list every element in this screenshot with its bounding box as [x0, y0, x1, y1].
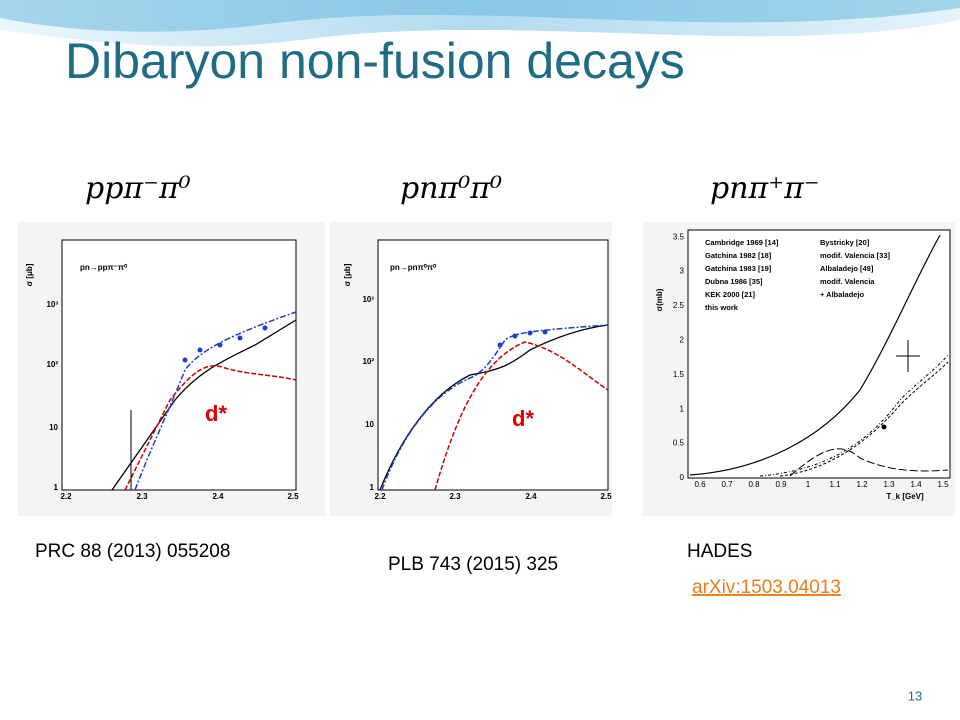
- x-label: T_k [GeV]: [886, 492, 924, 501]
- legend-entry: Albaladejo [49]: [820, 264, 874, 273]
- plot-2: σ [μb] pn→pnπ⁰π⁰ 10³ 10² 10 1 2.2 2.3 2.…: [330, 222, 612, 516]
- x-tick: 1.2: [856, 480, 868, 489]
- y-tick: 1.5: [673, 370, 685, 379]
- y-tick: 3.5: [673, 232, 685, 241]
- x-tick: 2.2: [374, 492, 386, 501]
- y-tick: 10²: [46, 360, 58, 369]
- y-tick: 2.5: [673, 301, 685, 310]
- legend-entry: Cambridge 1969 [14]: [705, 238, 779, 247]
- legend-entry: this work: [705, 303, 739, 312]
- panel-heading: pnπ⁰π⁰: [400, 171, 502, 206]
- plot-3: σ(mb) T_k [GeV] 0 0.5 1 1.5 2 2.5 3 3.5 0.6 0.7 0.…: [643, 222, 955, 516]
- panel-heading: pnπ⁺π⁻: [710, 171, 820, 206]
- y-tick: 10³: [362, 295, 374, 304]
- reference: HADES: [687, 541, 752, 562]
- y-tick: 3: [680, 267, 685, 276]
- x-tick: 2.3: [449, 492, 461, 501]
- legend-entry: Dubna 1986 [35]: [705, 277, 763, 286]
- y-label: σ(mb): [655, 288, 664, 311]
- legend-entry: KEK 2000 [21]: [705, 290, 756, 299]
- x-tick: 1.1: [829, 480, 841, 489]
- header-wave: [0, 0, 960, 47]
- legend-entry: Bystricky [20]: [820, 238, 870, 247]
- x-tick: 1.5: [937, 480, 949, 489]
- reaction: pn→ppπ⁻π⁰: [80, 263, 128, 272]
- x-tick: 1: [806, 480, 811, 489]
- legend-entry: modif. Valencia: [820, 277, 875, 286]
- link[interactable]: arXiv:1503.04013: [692, 577, 841, 598]
- page-number: 13: [908, 688, 922, 703]
- y-tick: 10²: [362, 357, 374, 366]
- y-tick: 0: [680, 473, 685, 482]
- title: Dibaryon non-fusion decays: [65, 33, 685, 89]
- x-tick: 0.9: [775, 480, 787, 489]
- legend-entry: Gatchina 1982 [18]: [705, 251, 772, 260]
- x-tick: 1.3: [883, 480, 895, 489]
- reference: PLB 743 (2015) 325: [388, 554, 558, 575]
- legend-entry: + Albaladejo: [820, 290, 865, 299]
- y-tick: 10³: [46, 300, 58, 309]
- y-tick: 10: [365, 420, 374, 429]
- y-tick: 1: [370, 483, 375, 492]
- legend-entry: Gatchina 1983 [19]: [705, 264, 772, 273]
- x-tick: 2.4: [212, 492, 224, 501]
- x-tick: 2.4: [525, 492, 537, 501]
- x-tick: 0.6: [694, 480, 706, 489]
- y-tick: 1: [680, 404, 685, 413]
- legend-entry: modif. Valencia [33]: [820, 251, 891, 260]
- y-tick: 10: [49, 423, 58, 432]
- x-tick: 2.5: [287, 492, 299, 501]
- plot-1: σ [μb] pn→ppπ⁻π⁰ 10³ 10² 10 1 2.2 2.3 2.…: [18, 222, 325, 516]
- x-tick: 1.4: [910, 480, 922, 489]
- x-tick: 0.8: [748, 480, 760, 489]
- y-tick: 1: [54, 483, 59, 492]
- reference: PRC 88 (2013) 055208: [35, 541, 230, 562]
- panel-heading: ppπ⁻π⁰: [85, 171, 191, 206]
- reaction: pn→pnπ⁰π⁰: [390, 263, 437, 272]
- y-tick: 0.5: [673, 439, 685, 448]
- annotation: d*: [205, 401, 227, 426]
- x-tick: 0.7: [721, 480, 733, 489]
- y-tick: 2: [680, 336, 685, 345]
- x-tick: 2.5: [600, 492, 612, 501]
- annotation: d*: [512, 406, 534, 431]
- x-tick: 2.2: [60, 492, 72, 501]
- x-tick: 2.3: [136, 492, 148, 501]
- y-label: σ [μb]: [343, 263, 352, 286]
- y-label: σ [μb]: [25, 263, 34, 286]
